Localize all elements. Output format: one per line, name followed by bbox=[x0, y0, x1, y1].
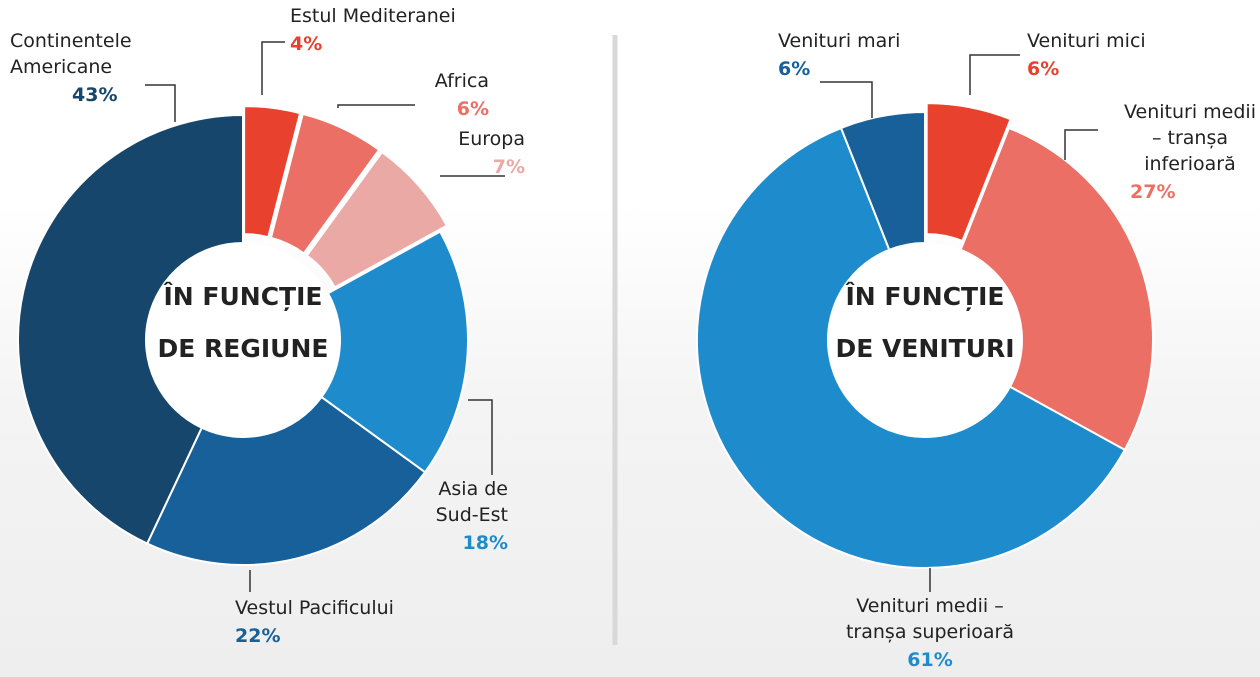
slice-label: tranșa superioară bbox=[846, 621, 1014, 643]
slice-label: Europa bbox=[458, 128, 525, 150]
slice-label: Asia de bbox=[438, 478, 508, 500]
value-label: 27% bbox=[1130, 181, 1175, 203]
value-label: 22% bbox=[235, 625, 280, 647]
pie-slice bbox=[925, 102, 1012, 243]
value-label: 18% bbox=[463, 532, 508, 554]
pie-slice bbox=[305, 150, 449, 289]
value-label: 6% bbox=[457, 98, 489, 120]
leader-line bbox=[969, 54, 1020, 95]
value-label: 7% bbox=[493, 156, 525, 178]
slice-label: Estul Mediteranei bbox=[290, 5, 456, 27]
leader-line bbox=[468, 399, 493, 475]
slice-label: – tranșa bbox=[1152, 127, 1228, 149]
leader-line bbox=[1064, 129, 1098, 160]
slice-label: Continentele bbox=[10, 30, 132, 52]
leader-line bbox=[337, 104, 415, 108]
slice-label: Americane bbox=[10, 56, 112, 78]
pie-slice bbox=[145, 395, 427, 566]
slice-label: Venituri mari bbox=[778, 30, 900, 52]
slice-label: Venituri mici bbox=[1027, 30, 1146, 52]
donut-hole bbox=[828, 243, 1022, 437]
donut-hole bbox=[146, 243, 340, 437]
value-label: 43% bbox=[72, 84, 117, 106]
slice-label: inferioară bbox=[1144, 153, 1236, 175]
leader-line bbox=[820, 81, 873, 118]
slice-label: Venituri medii bbox=[1124, 101, 1256, 123]
slice-label: Vestul Pacificului bbox=[235, 597, 394, 619]
value-label: 61% bbox=[907, 649, 952, 671]
slice-label: Sud-Est bbox=[436, 504, 508, 526]
center-label: DE VENITURI bbox=[835, 334, 1014, 363]
center-label: ÎN FUNCȚIE bbox=[845, 282, 1004, 311]
slice-label: Venituri medii – bbox=[856, 595, 1004, 617]
pie-slice bbox=[243, 105, 302, 239]
pie-slice bbox=[269, 112, 381, 255]
value-label: 6% bbox=[1027, 58, 1059, 80]
slice-label: Africa bbox=[435, 70, 489, 92]
value-label: 4% bbox=[290, 33, 322, 55]
leader-line bbox=[261, 41, 285, 95]
leader-line bbox=[145, 84, 176, 122]
center-label: DE REGIUNE bbox=[158, 334, 329, 363]
center-label: ÎN FUNCȚIE bbox=[163, 282, 322, 311]
value-label: 6% bbox=[778, 58, 810, 80]
